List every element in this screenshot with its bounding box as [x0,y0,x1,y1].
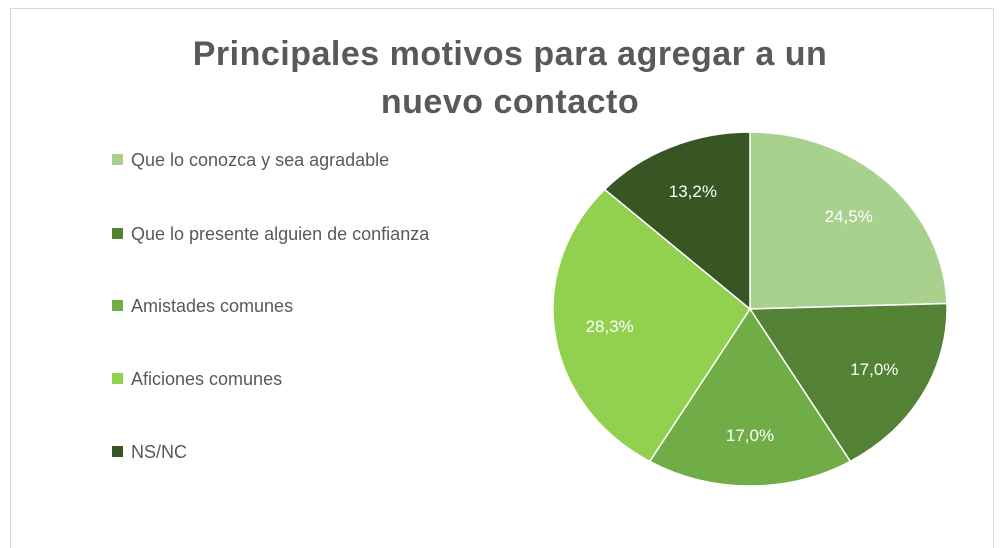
pie-slice [748,302,948,463]
legend-item: NS/NC [112,438,187,466]
legend-item: Que lo presente alguien de confianza [112,220,429,248]
legend-item: Aficiones comunes [112,365,282,393]
legend-label: NS/NC [131,442,188,462]
legend-item: Que lo conozca y sea agradable [112,146,389,174]
pie-slice [749,131,948,310]
chart-title: Principales motivos para agregar a un nu… [192,35,828,121]
chart-frame [10,8,994,548]
data-label: 13,2% [669,182,717,201]
pie-slice [603,131,751,311]
legend-item: Amistades comunes [112,292,293,320]
legend-label: Que lo conozca y sea agradable [131,150,390,170]
legend-label: Que lo presente alguien de confianza [131,224,430,244]
legend-swatch [112,300,123,311]
data-label: 28,3% [586,317,634,336]
data-label: 24,5% [825,207,873,226]
legend-swatch [112,228,123,239]
legend-label: Aficiones comunes [131,369,283,389]
legend-label: Amistades comunes [131,296,294,316]
data-label: 17,0% [726,426,774,445]
data-label: 17,0% [850,360,898,379]
pie-slice [552,188,751,463]
pie-slice [648,307,852,487]
legend-swatch [112,373,123,384]
legend-swatch [112,154,123,165]
legend-swatch [112,446,123,457]
